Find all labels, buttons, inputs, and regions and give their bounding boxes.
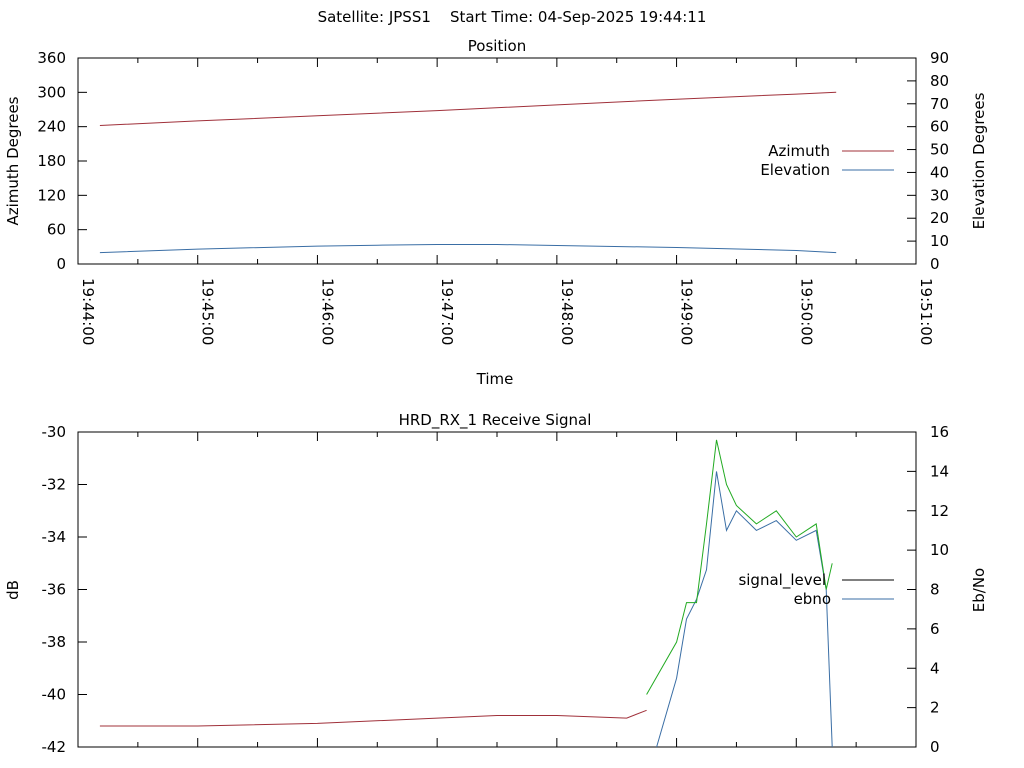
position-y2tick-label: 0 xyxy=(930,255,940,273)
position-y2label: Elevation Degrees xyxy=(970,92,988,229)
position-xtick-label: 19:50:00 xyxy=(797,278,815,345)
signal-ytick-label: -32 xyxy=(42,476,67,494)
signal-ytick-label: -38 xyxy=(42,633,67,651)
signal-line-ebno xyxy=(656,471,833,748)
signal-ytick-label: -30 xyxy=(42,423,67,441)
signal-legend: signal_level ebno xyxy=(738,571,894,608)
position-legend: Azimuth Elevation xyxy=(760,142,894,179)
position-xtick-label: 19:46:00 xyxy=(318,278,336,345)
position-ticks xyxy=(77,57,917,265)
position-xtick-label: 19:51:00 xyxy=(917,278,935,345)
legend-label-signal-level: signal_level xyxy=(738,571,826,590)
signal-y2tick-label: 4 xyxy=(930,659,940,677)
signal-y2tick-label: 14 xyxy=(930,462,949,480)
signal-title: HRD_RX_1 Receive Signal xyxy=(399,411,592,430)
signal-chart: HRD_RX_1 Receive Signal -42-40-38-36-34-… xyxy=(4,411,988,756)
position-y2tick-label: 40 xyxy=(930,163,949,181)
position-chart: Position 0 60 120 180 240 300 360 0 10 20 30 40 50 60… xyxy=(4,37,988,388)
signal-ytick-label: -40 xyxy=(42,686,67,704)
signal-y2tick-label: 10 xyxy=(930,541,949,559)
position-xlabel: Time xyxy=(476,370,514,388)
signal-y2tick-label: 2 xyxy=(930,699,940,717)
signal-ticks xyxy=(77,431,917,748)
signal-ylabel: dB xyxy=(4,580,22,600)
position-ytick-label: 120 xyxy=(37,186,66,204)
position-y2tick-label: 80 xyxy=(930,72,949,90)
position-y2tick-label: 60 xyxy=(930,118,949,136)
position-y2tick-label: 20 xyxy=(930,209,949,227)
signal-ytick-label: -34 xyxy=(42,528,67,546)
position-ytick-label: 60 xyxy=(47,221,66,239)
signal-y2tick-label: 8 xyxy=(930,581,940,599)
signal-tick-labels: -42 -40 -38 -36 -34 -32 -30 0 2 4 6 8 10 12 14 16 xyxy=(42,423,950,756)
position-ytick-label: 300 xyxy=(37,83,66,101)
position-ytick-label: 180 xyxy=(37,152,66,170)
signal-y2tick-label: 6 xyxy=(930,620,940,638)
position-xtick-label: 19:48:00 xyxy=(558,278,576,345)
position-title: Position xyxy=(468,37,526,55)
position-xtick-label: 19:49:00 xyxy=(678,278,696,345)
signal-line-trace-3 xyxy=(646,439,833,695)
position-ytick-label: 360 xyxy=(37,49,66,67)
legend-label-elevation: Elevation xyxy=(760,161,830,179)
legend-label-azimuth: Azimuth xyxy=(768,142,830,160)
legend-label-ebno: ebno xyxy=(794,590,831,608)
position-line-azimuth xyxy=(99,91,837,126)
position-xtick-label: 19:47:00 xyxy=(438,278,456,345)
position-xtick-label: 19:44:00 xyxy=(79,278,97,345)
position-y2tick-label: 30 xyxy=(930,186,949,204)
position-xtick-label: 19:45:00 xyxy=(199,278,217,345)
position-line-elevation xyxy=(99,244,837,254)
signal-y2tick-label: 16 xyxy=(930,423,949,441)
signal-series xyxy=(99,439,833,748)
position-ylabel: Azimuth Degrees xyxy=(4,96,22,225)
position-tick-labels: 0 60 120 180 240 300 360 0 10 20 30 40 50 60 70 80 90 19:… xyxy=(37,49,949,345)
page-title: Satellite: JPSS1 Start Time: 04-Sep-2025… xyxy=(318,8,707,26)
signal-ytick-label: -42 xyxy=(42,738,67,756)
signal-y2tick-label: 0 xyxy=(930,738,940,756)
signal-ytick-label: -36 xyxy=(42,581,67,599)
signal-plot-frame xyxy=(77,431,917,748)
position-y2tick-label: 10 xyxy=(930,232,949,250)
position-series xyxy=(99,91,837,254)
position-ytick-label: 0 xyxy=(56,255,66,273)
position-y2tick-label: 90 xyxy=(930,49,949,67)
position-y2tick-label: 50 xyxy=(930,141,949,159)
position-ytick-label: 240 xyxy=(37,118,66,136)
position-y2tick-label: 70 xyxy=(930,95,949,113)
signal-line-trace-2 xyxy=(99,709,647,727)
signal-y2label: Eb/No xyxy=(970,568,988,612)
signal-y2tick-label: 12 xyxy=(930,502,949,520)
